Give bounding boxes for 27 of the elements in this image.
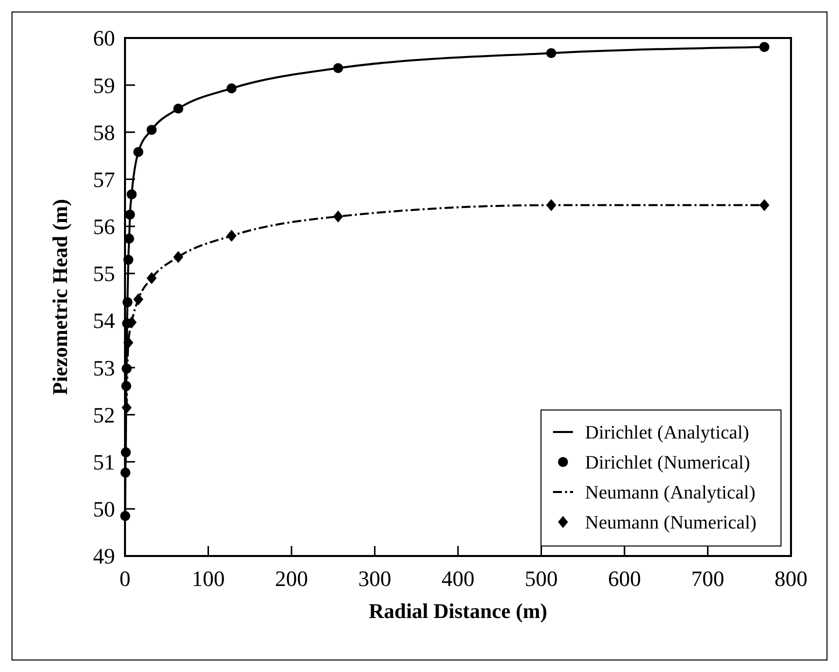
- y-tick-label: 50: [93, 496, 115, 522]
- legend-label: Dirichlet (Numerical): [585, 452, 750, 474]
- x-axis-title: Radial Distance (m): [368, 599, 548, 623]
- x-tick-label: 600: [608, 566, 641, 591]
- y-tick-label: 56: [93, 214, 115, 240]
- x-tick-label: 100: [192, 566, 225, 591]
- x-tick-label: 400: [442, 566, 474, 591]
- y-tick-label: 53: [93, 355, 115, 380]
- x-tick-label: 200: [275, 566, 308, 591]
- y-axis-title: Piezometric Head (m): [48, 199, 72, 395]
- y-tick-label: 49: [93, 544, 115, 569]
- x-tick-label: 300: [358, 566, 392, 591]
- legend-label: Neumann (Numerical): [585, 512, 756, 534]
- x-tick-label: 500: [524, 566, 558, 591]
- y-tick-label: 58: [93, 120, 115, 145]
- y-tick-label: 52: [93, 402, 115, 428]
- x-tick-label: 0: [120, 566, 130, 591]
- legend-label: Dirichlet (Analytical): [585, 422, 750, 444]
- y-tick-label: 55: [93, 261, 115, 286]
- y-tick-label: 57: [93, 166, 115, 192]
- x-tick-label: 700: [691, 566, 724, 591]
- x-tick-label: 800: [774, 566, 808, 591]
- legend-label: Neumann (Analytical): [585, 482, 756, 504]
- y-tick-label: 59: [93, 72, 115, 98]
- y-tick-label: 51: [93, 450, 115, 475]
- y-tick-label: 54: [93, 308, 115, 334]
- y-tick-label: 60: [93, 26, 115, 51]
